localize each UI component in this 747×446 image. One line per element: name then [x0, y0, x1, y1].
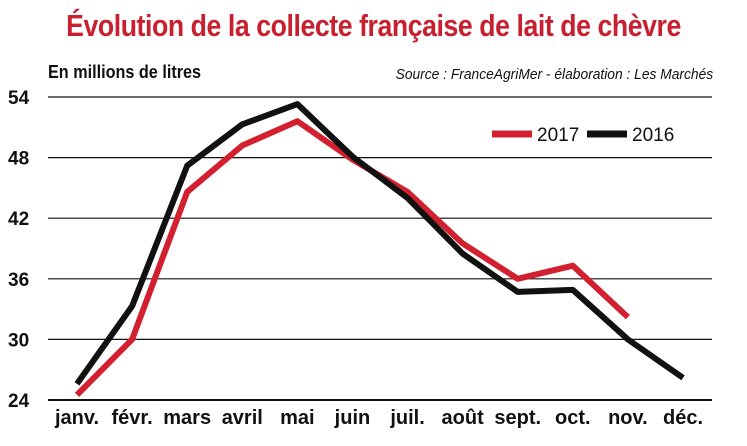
- y-tick-label: 30: [8, 330, 29, 351]
- x-tick-label: avril: [222, 407, 263, 429]
- y-tick-label: 24: [8, 391, 30, 412]
- series-line-2017: [74, 118, 630, 398]
- x-tick-label: mai: [280, 407, 314, 429]
- x-tick-label: oct.: [555, 407, 591, 429]
- chart-title: Évolution de la collecte française de la…: [66, 8, 681, 43]
- y-tick-label: 48: [8, 149, 29, 170]
- x-tick-label: mars: [163, 407, 211, 429]
- y-tick-label: 42: [8, 209, 29, 230]
- legend: 2017 2016: [492, 125, 674, 146]
- x-tick-label: juin: [334, 407, 371, 429]
- x-tick-label: sept.: [494, 407, 541, 429]
- x-tick-label: déc.: [663, 407, 703, 429]
- x-tick-label: janv.: [54, 407, 99, 429]
- unit-label: En millions de litres: [48, 62, 202, 82]
- x-tick-label: juil.: [389, 407, 424, 429]
- y-tick-label: 54: [8, 88, 30, 109]
- x-tick-label: août: [442, 407, 485, 429]
- y-tick-label: 36: [8, 270, 29, 291]
- legend-label-2017: 2017: [537, 125, 579, 146]
- series-line-2016: [74, 101, 685, 386]
- grid-lines: [48, 96, 712, 401]
- source-label: Source : FranceAgriMer - élaboration : L…: [395, 66, 713, 83]
- x-axis: janv. févr. mars avril mai juin juil. août sept.…: [54, 407, 703, 429]
- legend-label-2016: 2016: [632, 125, 674, 146]
- x-tick-label: nov.: [608, 407, 648, 429]
- x-tick-label: févr.: [112, 407, 153, 429]
- y-axis: 24 30 36 42 48 54: [8, 88, 30, 412]
- series-lines: [74, 101, 685, 398]
